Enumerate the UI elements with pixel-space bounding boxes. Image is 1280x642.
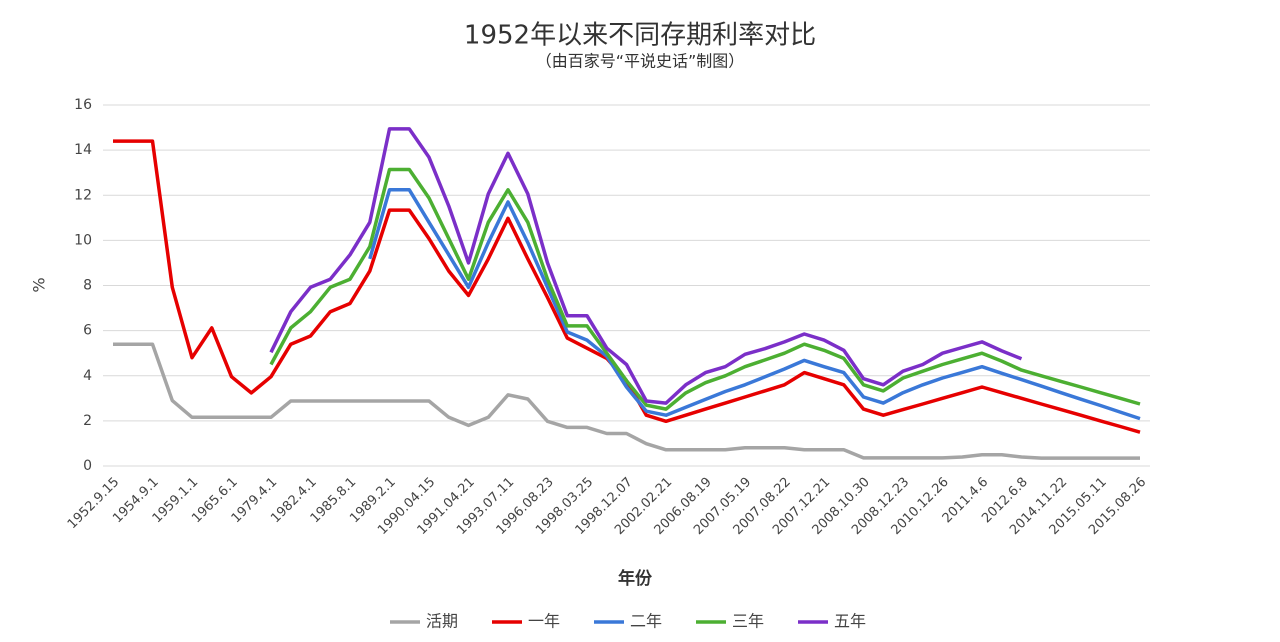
- y-tick-label: 12: [74, 187, 92, 203]
- y-tick-label: 16: [74, 97, 92, 113]
- series-line: [113, 342, 1140, 460]
- x-axis-label: 年份: [618, 568, 653, 589]
- y-tick-label: 10: [74, 232, 92, 248]
- legend-label: 活期: [426, 612, 458, 631]
- y-tick-label: 0: [83, 458, 92, 474]
- series-line: [368, 188, 1141, 421]
- series-line: [269, 127, 1023, 405]
- y-tick-label: 8: [83, 278, 92, 294]
- y-tick-label: 2: [83, 413, 92, 429]
- x-tick-label: 1952.9.15: [65, 475, 122, 532]
- y-tick-label: 4: [83, 368, 92, 384]
- y-tick-label: 14: [74, 142, 92, 158]
- legend-label: 五年: [834, 612, 866, 631]
- legend-label: 二年: [630, 612, 662, 631]
- y-tick-label: 6: [83, 323, 92, 339]
- legend-label: 一年: [528, 612, 560, 631]
- y-axis-label: %: [30, 277, 49, 292]
- chart-subtitle: （由百家号“平说史话”制图）: [536, 52, 745, 71]
- legend-label: 三年: [732, 612, 764, 631]
- chart-title: 1952年以来不同存期利率对比: [464, 21, 816, 51]
- series-line: [269, 167, 1141, 411]
